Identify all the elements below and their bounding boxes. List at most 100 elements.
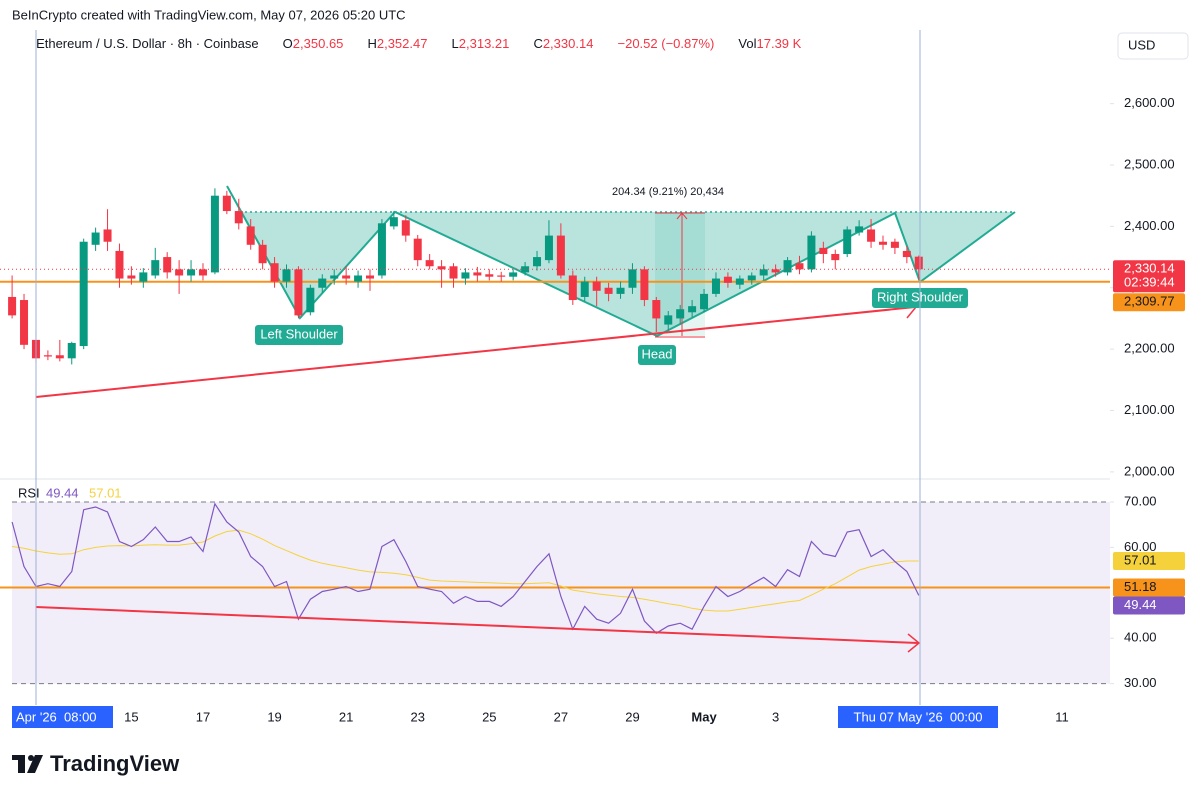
- candle-body: [8, 296, 17, 316]
- candle-body: [843, 229, 852, 254]
- rsi-trendline: [35, 606, 919, 644]
- candle-body: [294, 269, 303, 316]
- candle-body: [79, 241, 88, 347]
- brand: TradingView: [50, 751, 180, 776]
- candle-body: [437, 266, 446, 270]
- change: −20.52 (−0.87%): [618, 36, 715, 51]
- candle-body: [795, 263, 804, 270]
- brand-logo: [12, 755, 43, 773]
- last-price-box: [1113, 260, 1185, 293]
- candle-body: [509, 272, 518, 277]
- candle-body: [640, 269, 649, 301]
- candle-body: [461, 272, 470, 279]
- ohlc-value: 2,350.65: [293, 36, 344, 51]
- candle-body: [258, 244, 267, 264]
- support-trendline: [35, 306, 916, 398]
- candle-body: [914, 256, 923, 270]
- candle-body: [270, 263, 279, 282]
- candle-body: [521, 266, 530, 273]
- candle-body: [163, 257, 172, 273]
- measure-label: 204.34 (9.21%) 20,434: [612, 186, 724, 198]
- annotation: Head: [641, 346, 672, 361]
- candle-body: [67, 342, 76, 359]
- candle-body: [377, 223, 386, 276]
- rsi-line: [11, 502, 920, 634]
- ohlc-key: H: [367, 36, 376, 51]
- x-tick-label: 19: [267, 709, 281, 724]
- candle-body: [580, 281, 589, 297]
- candle-body: [747, 275, 756, 281]
- crosshair-box: [838, 706, 998, 728]
- candle-body: [43, 355, 52, 357]
- candle-body: [628, 269, 637, 288]
- y-tick-label: 2,500.00: [1124, 156, 1175, 171]
- legend: Ethereum / U.S. Dollar · 8h · Coinbase O…: [18, 36, 812, 51]
- currency[interactable]: USD: [1128, 37, 1155, 52]
- candle-body: [867, 229, 876, 242]
- rsi-axis-label-box: [1113, 551, 1185, 570]
- annotation-box: [638, 345, 676, 365]
- candle-body: [401, 220, 410, 236]
- candle-body: [771, 269, 780, 273]
- candle-body: [688, 306, 697, 313]
- candle-body: [855, 226, 864, 233]
- candle-body: [533, 257, 542, 267]
- y-tick-label: 70.00: [1124, 493, 1157, 508]
- y-tick-label: 60.00: [1124, 539, 1157, 554]
- candle-body: [318, 278, 327, 288]
- candle-body: [592, 281, 601, 291]
- candle-body: [103, 229, 112, 242]
- legend-value: 49.44: [46, 485, 79, 500]
- candle-body: [819, 247, 828, 254]
- y-tick-label: 2,200.00: [1124, 341, 1175, 356]
- ohlc-value: 2,352.47: [377, 36, 428, 51]
- candle-body: [330, 275, 339, 279]
- rsi-axis-label: 51.18: [1124, 579, 1157, 594]
- candle-body: [700, 293, 709, 310]
- rsi-title: RSI: [18, 485, 40, 500]
- candle-body: [413, 238, 422, 261]
- vol-value: 17.39 K: [757, 36, 802, 51]
- candle-body: [723, 276, 732, 283]
- last-price: 2,330.14: [1124, 261, 1175, 276]
- candle-body: [497, 275, 506, 277]
- x-tick-label: 29: [625, 709, 639, 724]
- candle-body: [807, 235, 816, 270]
- candle-body: [652, 300, 661, 319]
- currency-box[interactable]: [1117, 32, 1189, 60]
- crosshair-label: Apr '26 08:00: [16, 709, 97, 724]
- candle-body: [198, 269, 207, 276]
- candle-body: [616, 287, 625, 294]
- y-tick-label: 30.00: [1124, 675, 1157, 690]
- candle-body: [676, 309, 685, 319]
- candle-body: [187, 269, 196, 276]
- candle-body: [604, 287, 613, 294]
- ohlc-key: O: [283, 36, 293, 51]
- candle-body: [282, 269, 291, 282]
- candle-body: [115, 250, 124, 279]
- y-tick-label: 2,400.00: [1124, 218, 1175, 233]
- candle-body: [449, 266, 458, 279]
- ohlc-key: L: [452, 36, 459, 51]
- x-tick-label: 15: [124, 709, 138, 724]
- rsi-axis-label-box: [1113, 596, 1185, 615]
- crosshair-label: Thu 07 May '26 00:00: [854, 709, 983, 724]
- x-tick-label: May: [691, 709, 717, 724]
- x-tick-label: 25: [482, 709, 496, 724]
- candle-body: [222, 195, 231, 212]
- candle-body: [151, 260, 160, 276]
- symbol: Ethereum / U.S. Dollar · 8h · Coinbase: [36, 36, 259, 51]
- level-label: 2,309.77: [1124, 294, 1175, 309]
- rsi-axis-label-box: [1113, 578, 1185, 597]
- candle-body: [342, 275, 351, 279]
- rsi-axis-label: 49.44: [1124, 597, 1157, 612]
- x-tick-label: 3: [772, 709, 779, 724]
- candle-body: [783, 260, 792, 273]
- candle-body: [878, 241, 887, 245]
- candle-body: [735, 278, 744, 285]
- candle-body: [210, 195, 219, 273]
- candle-body: [831, 254, 840, 261]
- candle-body: [711, 278, 720, 294]
- x-tick-label: 21: [339, 709, 353, 724]
- candle-body: [556, 235, 565, 276]
